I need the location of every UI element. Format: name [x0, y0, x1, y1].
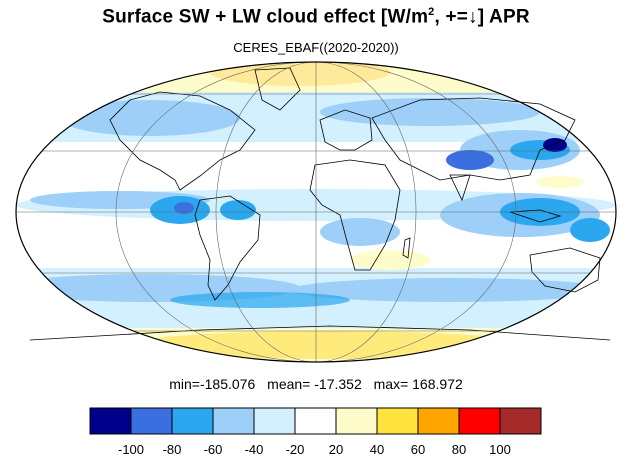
legend-tick-label: -20 — [286, 442, 305, 457]
legend-tick-label: -80 — [163, 442, 182, 457]
legend-color-box — [458, 407, 501, 435]
legend-tick-label: -40 — [245, 442, 264, 457]
stat-max: max= 168.972 — [373, 376, 463, 392]
legend-color-box — [376, 407, 419, 435]
legend-color-box — [253, 407, 296, 435]
legend-tick-label: -100 — [118, 442, 144, 457]
legend-color-box — [499, 407, 542, 435]
map-title: Surface SW + LW cloud effect [W/m2, +=↓]… — [102, 6, 530, 28]
map-subtitle: CERES_EBAF((2020-2020)) — [233, 40, 399, 55]
legend-color-box — [212, 407, 255, 435]
legend-color-box — [171, 407, 214, 435]
legend-color-box — [294, 407, 337, 435]
legend-color-box — [335, 407, 378, 435]
legend-tick-label: 100 — [489, 442, 511, 457]
statistics-line: min=-185.076 mean= -17.352 max= 168.972 — [0, 376, 632, 392]
legend-tick-label: 60 — [411, 442, 425, 457]
legend-color-box — [130, 407, 173, 435]
world-map — [15, 61, 617, 363]
coastlines — [29, 67, 611, 341]
legend-color-box — [89, 407, 132, 435]
stat-min: min=-185.076 — [169, 376, 256, 392]
globe-outline — [15, 61, 617, 363]
legend-color-box — [417, 407, 460, 435]
legend-tick-label: 20 — [329, 442, 343, 457]
legend-tick-label: -60 — [204, 442, 223, 457]
legend-tick-label: 80 — [452, 442, 466, 457]
stat-mean: mean= -17.352 — [267, 376, 362, 392]
legend-tick-label: 40 — [370, 442, 384, 457]
